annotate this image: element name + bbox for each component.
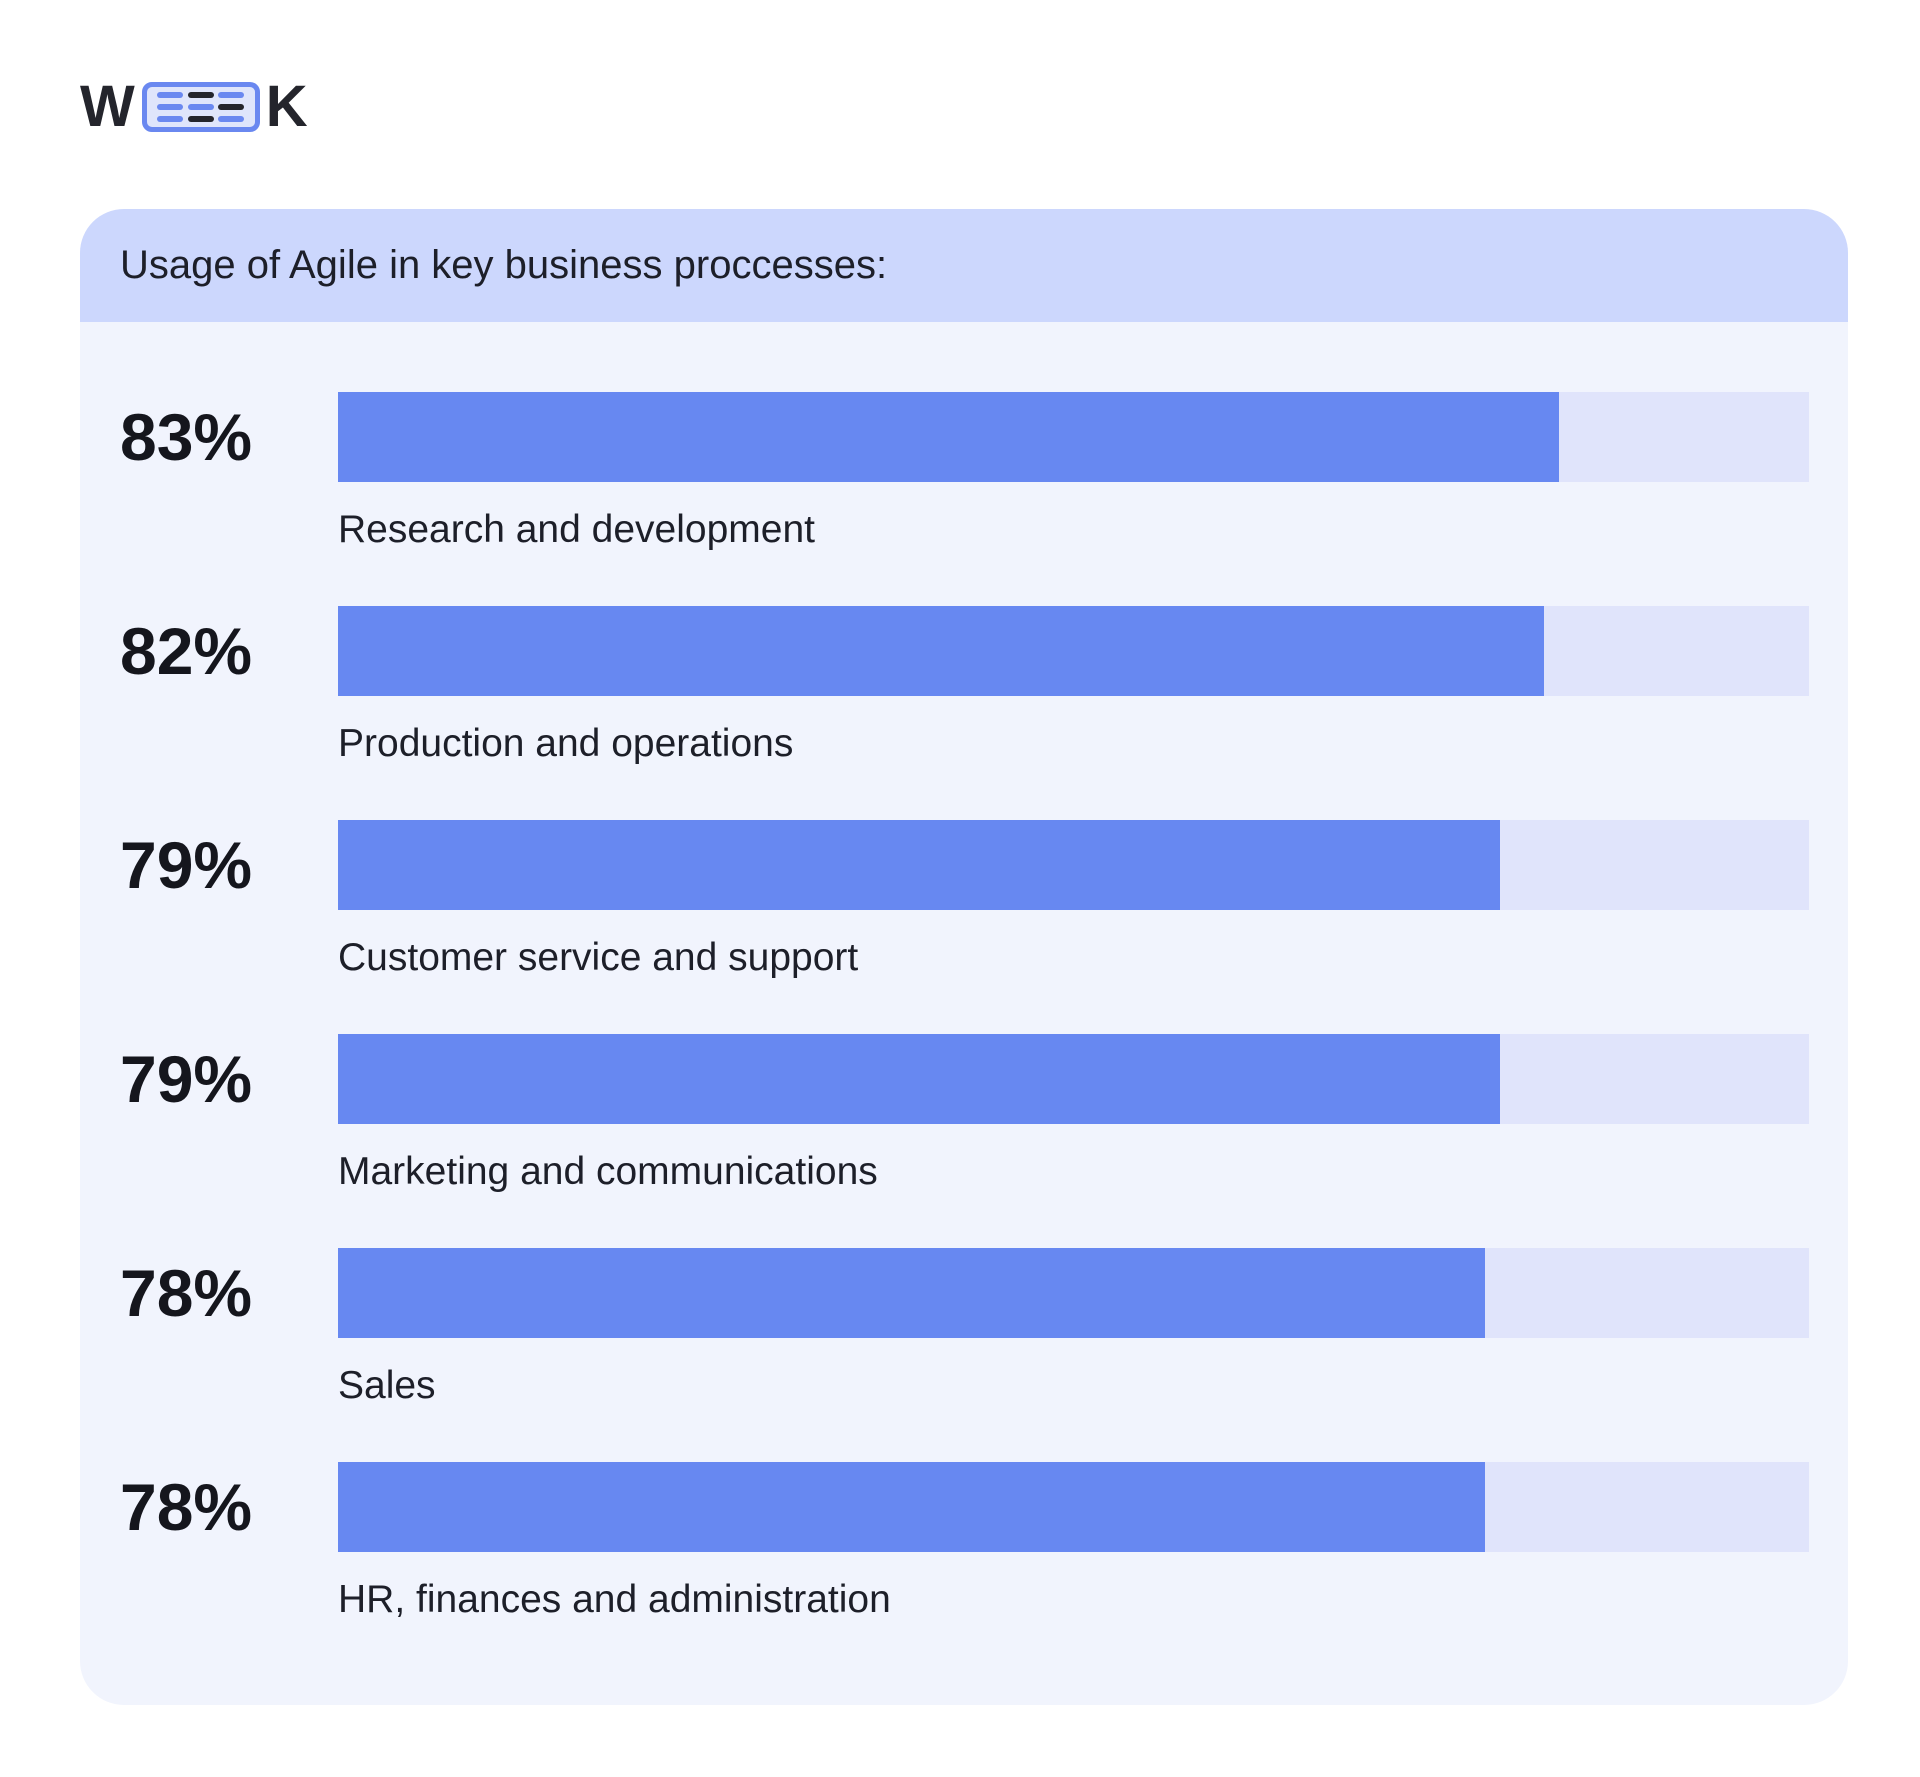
bar-value-label: 79% [120, 828, 253, 902]
bar-track [338, 1462, 1809, 1552]
weeek-logo: W K [80, 78, 309, 136]
bar-track [338, 392, 1809, 482]
bar-row: 78% Sales [80, 1248, 1848, 1462]
bar-row: 79% Customer service and support [80, 820, 1848, 1034]
logo-letter-k: K [265, 74, 309, 139]
bar [338, 606, 1545, 696]
logo-letter-w: W [80, 74, 136, 139]
bar [338, 1462, 1486, 1552]
bar-value-label: 78% [120, 1470, 253, 1544]
bar-category-label: HR, finances and administration [338, 1578, 891, 1621]
bar-category-label: Sales [338, 1364, 436, 1407]
bar-category-label: Production and operations [338, 722, 794, 765]
bar-row: 83% Research and development [80, 392, 1848, 606]
bar-track [338, 1034, 1809, 1124]
bar-track [338, 606, 1809, 696]
chart-title: Usage of Agile in key business proccesse… [120, 243, 888, 287]
bar-category-label: Research and development [338, 508, 815, 551]
bar-value-label: 82% [120, 614, 253, 688]
bar-row: 79% Marketing and communications [80, 1034, 1848, 1248]
bar-row: 78% HR, finances and administration [80, 1462, 1848, 1676]
bar-track [338, 820, 1809, 910]
bar [338, 1034, 1501, 1124]
chart-header: Usage of Agile in key business proccesse… [80, 209, 1848, 322]
bar-value-label: 78% [120, 1256, 253, 1330]
bar-row: 82% Production and operations [80, 606, 1848, 820]
bar-list: 83% Research and development 82% Production… [80, 392, 1848, 1676]
chart-card: Usage of Agile in key business proccesse… [80, 209, 1848, 1705]
bar-value-label: 79% [120, 1042, 253, 1116]
bar-value-label: 83% [120, 400, 253, 474]
bar-category-label: Marketing and communications [338, 1150, 878, 1193]
bar [338, 1248, 1486, 1338]
bar [338, 392, 1559, 482]
bar-category-label: Customer service and support [338, 936, 859, 979]
bar [338, 820, 1501, 910]
bar-track [338, 1248, 1809, 1338]
logo-mark-icon [141, 82, 260, 132]
